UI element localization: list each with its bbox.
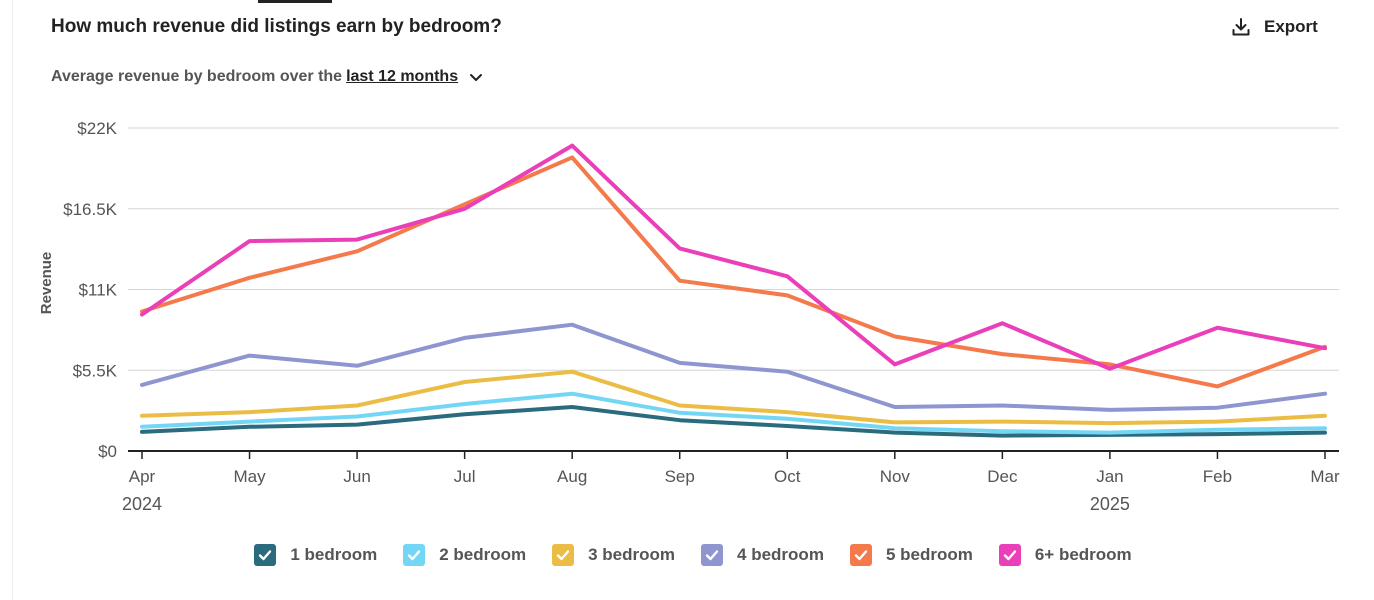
chart-subtitle: Average revenue by bedroom over the last… bbox=[51, 68, 484, 86]
legend-item[interactable]: 1 bedroom bbox=[254, 544, 377, 566]
series-line-3-bedroom bbox=[140, 369, 1327, 426]
x-tick-label: Aug bbox=[557, 467, 587, 486]
subtitle-prefix: Average revenue by bedroom over the bbox=[51, 68, 343, 85]
legend-label: 6+ bedroom bbox=[1034, 545, 1132, 564]
x-tick-label: Jul bbox=[454, 467, 476, 486]
checkbox-checked-icon[interactable] bbox=[701, 544, 724, 566]
checkbox-checked-icon[interactable] bbox=[552, 544, 575, 566]
legend-label: 3 bedroom bbox=[588, 545, 676, 564]
chart-card bbox=[12, 0, 1373, 600]
legend-label: 2 bedroom bbox=[439, 545, 527, 564]
line-chart: $0 $5.5K $11K $16.5K $22K Apr May Jun Jul Aug Sep O… bbox=[38, 119, 1340, 514]
series-line-4-bedroom bbox=[140, 322, 1327, 412]
x-tick-label: Nov bbox=[880, 467, 911, 486]
legend-item[interactable]: 5 bedroom bbox=[849, 544, 973, 566]
checkbox-checked-icon[interactable] bbox=[849, 544, 872, 566]
active-tab-indicator bbox=[258, 0, 332, 3]
x-tick-label: Sep bbox=[665, 467, 695, 486]
x-year-label: 2025 bbox=[1090, 494, 1130, 514]
y-tick-label: $0 bbox=[98, 442, 117, 461]
x-tick-label: Feb bbox=[1203, 467, 1232, 486]
y-tick-label: $5.5K bbox=[73, 361, 118, 380]
chart-title: How much revenue did listings earn by be… bbox=[51, 16, 502, 37]
checkbox-checked-icon[interactable] bbox=[403, 544, 426, 566]
x-tick-label: Mar bbox=[1310, 467, 1340, 486]
x-tick-label: May bbox=[233, 467, 266, 486]
time-range-dropdown[interactable]: last 12 months bbox=[346, 68, 484, 86]
x-tick-label: Dec bbox=[987, 467, 1018, 486]
legend-label: 5 bedroom bbox=[885, 545, 973, 564]
export-button[interactable]: Export bbox=[1230, 16, 1318, 38]
series-line-1-bedroom bbox=[140, 405, 1327, 438]
x-tick-label: Jun bbox=[343, 467, 370, 486]
chevron-down-icon bbox=[470, 74, 483, 81]
series-line-6-bedroom bbox=[140, 143, 1327, 371]
legend-item[interactable]: 6+ bedroom bbox=[998, 544, 1132, 566]
checkbox-checked-icon[interactable] bbox=[254, 544, 277, 566]
y-axis-label: Revenue bbox=[38, 252, 55, 315]
time-range-label: last 12 months bbox=[346, 68, 459, 85]
legend-label: 1 bedroom bbox=[290, 545, 378, 564]
export-label: Export bbox=[1264, 17, 1318, 36]
y-tick-label: $16.5K bbox=[63, 200, 118, 219]
y-tick-label: $11K bbox=[79, 281, 118, 300]
legend-item[interactable]: 2 bedroom bbox=[403, 544, 526, 566]
x-tick-label: Oct bbox=[774, 467, 801, 486]
download-icon bbox=[1232, 18, 1250, 36]
series-line-2-bedroom bbox=[140, 391, 1327, 435]
series-line-5-bedroom bbox=[140, 155, 1327, 389]
legend-item[interactable]: 4 bedroom bbox=[701, 544, 824, 566]
x-year-label: 2024 bbox=[122, 494, 162, 514]
legend-item[interactable]: 3 bedroom bbox=[552, 544, 675, 566]
chart-legend: 1 bedroom 2 bedroom 3 bedroom 4 bedroom 5 be… bbox=[0, 544, 1374, 566]
legend-label: 4 bedroom bbox=[737, 545, 824, 564]
x-tick-label: Jan bbox=[1096, 467, 1123, 486]
checkbox-checked-icon[interactable] bbox=[998, 544, 1021, 566]
x-tick-label: Apr bbox=[129, 467, 156, 486]
y-tick-label: $22K bbox=[77, 119, 117, 138]
